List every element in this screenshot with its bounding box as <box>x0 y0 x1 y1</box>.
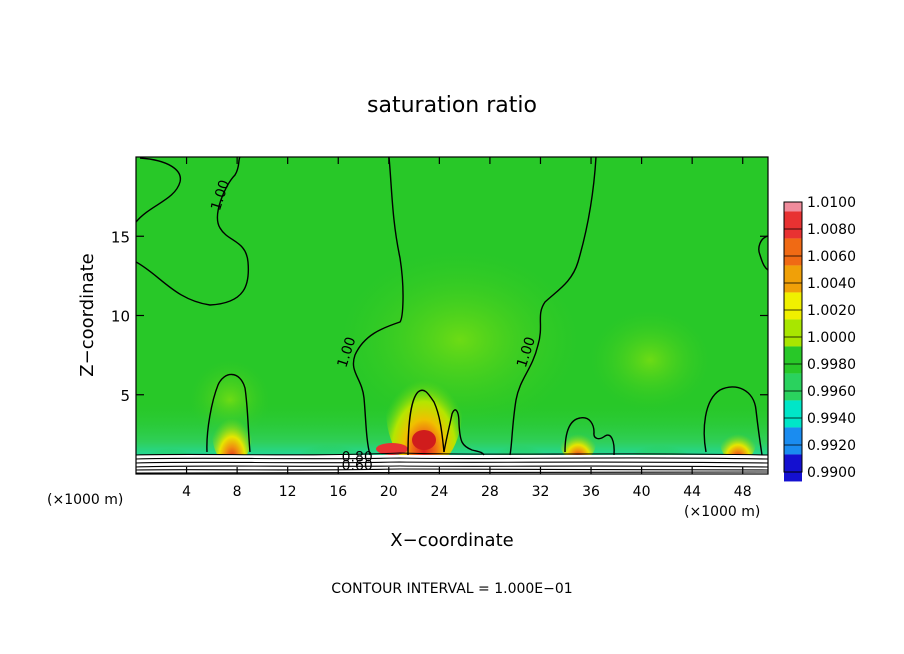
x-tick-label: 8 <box>233 484 242 500</box>
colorbar-swatch <box>784 373 802 401</box>
colorbar-label: 1.0020 <box>807 303 856 319</box>
contour-line <box>136 468 768 471</box>
contour-interval-note: CONTOUR INTERVAL = 1.000E−01 <box>331 581 572 597</box>
x-axis-unit-right: (×1000 m) <box>684 504 760 520</box>
heatmap-field: 1.001.00 1.000.800.60 <box>136 157 768 474</box>
contour-line <box>703 386 763 456</box>
colorbar: 1.0100 1.0080 1.0060 1.0040 1.0020 1.0000 0.99… <box>783 195 856 482</box>
colorbar-swatch <box>784 292 802 320</box>
colorbar-label: 1.0100 <box>807 195 856 211</box>
x-axis-label: X−coordinate <box>390 530 513 551</box>
contour-line <box>136 452 768 456</box>
contour-line <box>136 457 768 460</box>
contour-line <box>136 461 768 464</box>
y-tick-label: 10 <box>111 308 130 326</box>
contour-lines <box>136 157 768 456</box>
chart-title: saturation ratio <box>367 93 537 118</box>
colorbar-label: 1.0080 <box>807 222 856 238</box>
heatmap-region <box>590 310 710 410</box>
y-tick-label: 15 <box>111 228 130 246</box>
x-tick-label: 16 <box>329 484 347 500</box>
x-axis-ticks: 4 8 12 16 20 24 28 32 36 40 44 48 <box>182 157 752 500</box>
colorbar-label: 0.9960 <box>807 384 856 400</box>
contour-line <box>352 157 404 456</box>
contour-line <box>407 389 445 456</box>
contour-label: 0.80 <box>342 449 373 465</box>
colorbar-label: 0.9900 <box>807 465 856 481</box>
colorbar-label: 0.9940 <box>807 411 856 427</box>
x-tick-label: 28 <box>481 484 499 500</box>
colorbar-swatch <box>784 346 802 374</box>
x-tick-label: 12 <box>279 484 297 500</box>
contour-label: 0.60 <box>342 458 373 474</box>
contour-line <box>206 373 251 453</box>
colorbar-label: 0.9980 <box>807 357 856 373</box>
x-tick-label: 48 <box>734 484 752 500</box>
x-tick-label: 40 <box>633 484 651 500</box>
heatmap-plume <box>720 422 756 462</box>
contour-line <box>758 235 768 271</box>
colorbar-swatch <box>784 238 802 266</box>
contour-line <box>564 417 615 456</box>
contour-line <box>509 157 597 456</box>
surface-contours <box>136 452 768 474</box>
x-tick-label: 32 <box>532 484 550 500</box>
x-tick-label: 4 <box>182 484 191 500</box>
heatmap-plume <box>560 422 596 462</box>
x-tick-label: 20 <box>380 484 398 500</box>
x-tick-label: 24 <box>430 484 448 500</box>
colorbar-swatch <box>784 427 802 455</box>
contour-line <box>136 157 181 223</box>
colorbar-swatch <box>784 319 802 347</box>
colorbar-swatch <box>784 211 802 239</box>
y-axis-label: Z−coordinate <box>77 253 98 376</box>
colorbar-swatch <box>784 265 802 293</box>
contour-line <box>136 157 250 306</box>
colorbar-swatch <box>784 454 802 482</box>
colorbar-swatch <box>784 202 802 212</box>
x-tick-label: 36 <box>582 484 600 500</box>
x-axis-unit-left: (×1000 m) <box>47 492 123 508</box>
colorbar-label: 0.9920 <box>807 438 856 454</box>
y-tick-label: 5 <box>120 387 130 405</box>
y-axis-ticks: 5 10 15 <box>111 228 768 405</box>
heatmap-plume <box>212 398 252 466</box>
contour-line <box>136 465 768 468</box>
colorbar-label: 1.0000 <box>807 330 856 346</box>
heatmap-plume <box>376 443 408 455</box>
contour-line <box>443 409 485 456</box>
heatmap-plume <box>412 430 436 450</box>
x-tick-label: 44 <box>683 484 701 500</box>
colorbar-swatch <box>784 400 802 428</box>
colorbar-label: 1.0040 <box>807 276 856 292</box>
contour-line <box>136 471 768 474</box>
colorbar-label: 1.0060 <box>807 249 856 265</box>
